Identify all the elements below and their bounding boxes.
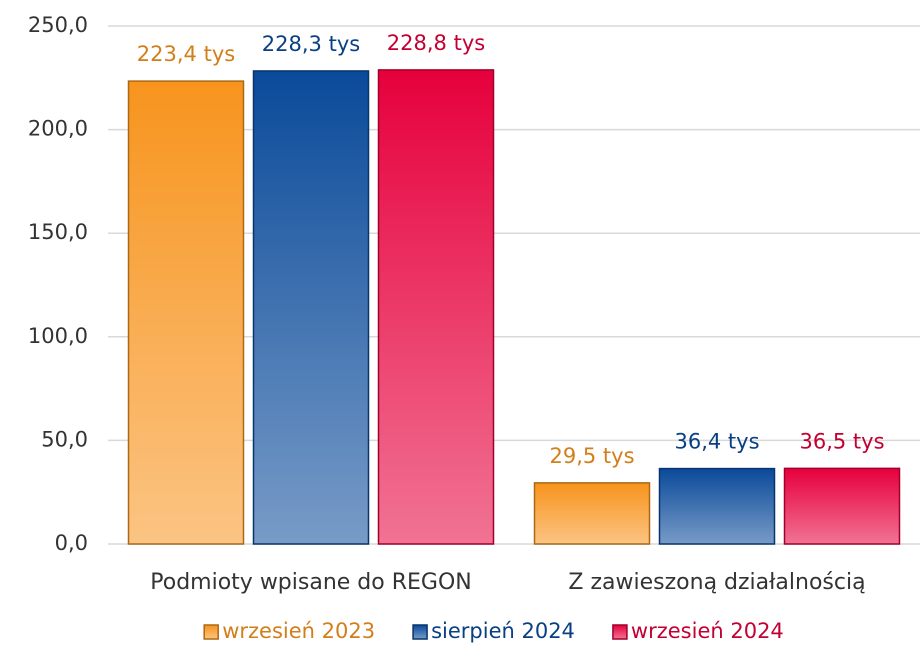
y-tick-label: 0,0 bbox=[55, 531, 88, 555]
legend-swatch bbox=[612, 624, 628, 640]
value-label: 228,8 tys bbox=[387, 31, 485, 55]
x-tick-label: Z zawieszoną działalnością bbox=[568, 570, 865, 595]
x-tick-label: Podmioty wpisane do REGON bbox=[150, 570, 471, 595]
bar bbox=[127, 80, 245, 545]
value-label: 223,4 tys bbox=[137, 42, 235, 66]
value-label: 36,4 tys bbox=[674, 430, 759, 454]
y-tick-label: 150,0 bbox=[28, 220, 88, 244]
legend-swatch bbox=[412, 624, 428, 640]
y-tick-label: 200,0 bbox=[28, 117, 88, 141]
legend-label: wrzesień 2023 bbox=[222, 619, 375, 643]
bar bbox=[783, 467, 901, 545]
value-label: 228,3 tys bbox=[262, 32, 360, 56]
bar bbox=[658, 467, 776, 545]
legend-label: sierpień 2024 bbox=[431, 619, 575, 643]
bar bbox=[252, 70, 370, 545]
y-tick-label: 50,0 bbox=[41, 427, 88, 451]
legend-swatch bbox=[203, 624, 219, 640]
y-tick-label: 100,0 bbox=[28, 324, 88, 348]
value-label: 29,5 tys bbox=[549, 444, 634, 468]
value-label: 36,5 tys bbox=[799, 429, 884, 453]
legend-label: wrzesień 2024 bbox=[631, 619, 784, 643]
bar bbox=[377, 69, 495, 545]
y-tick-label: 250,0 bbox=[28, 13, 88, 37]
bar bbox=[533, 482, 651, 545]
